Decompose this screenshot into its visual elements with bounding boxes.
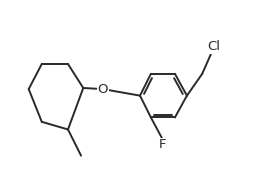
Text: O: O [98, 83, 108, 96]
Text: Cl: Cl [208, 40, 221, 53]
Text: F: F [159, 138, 167, 151]
